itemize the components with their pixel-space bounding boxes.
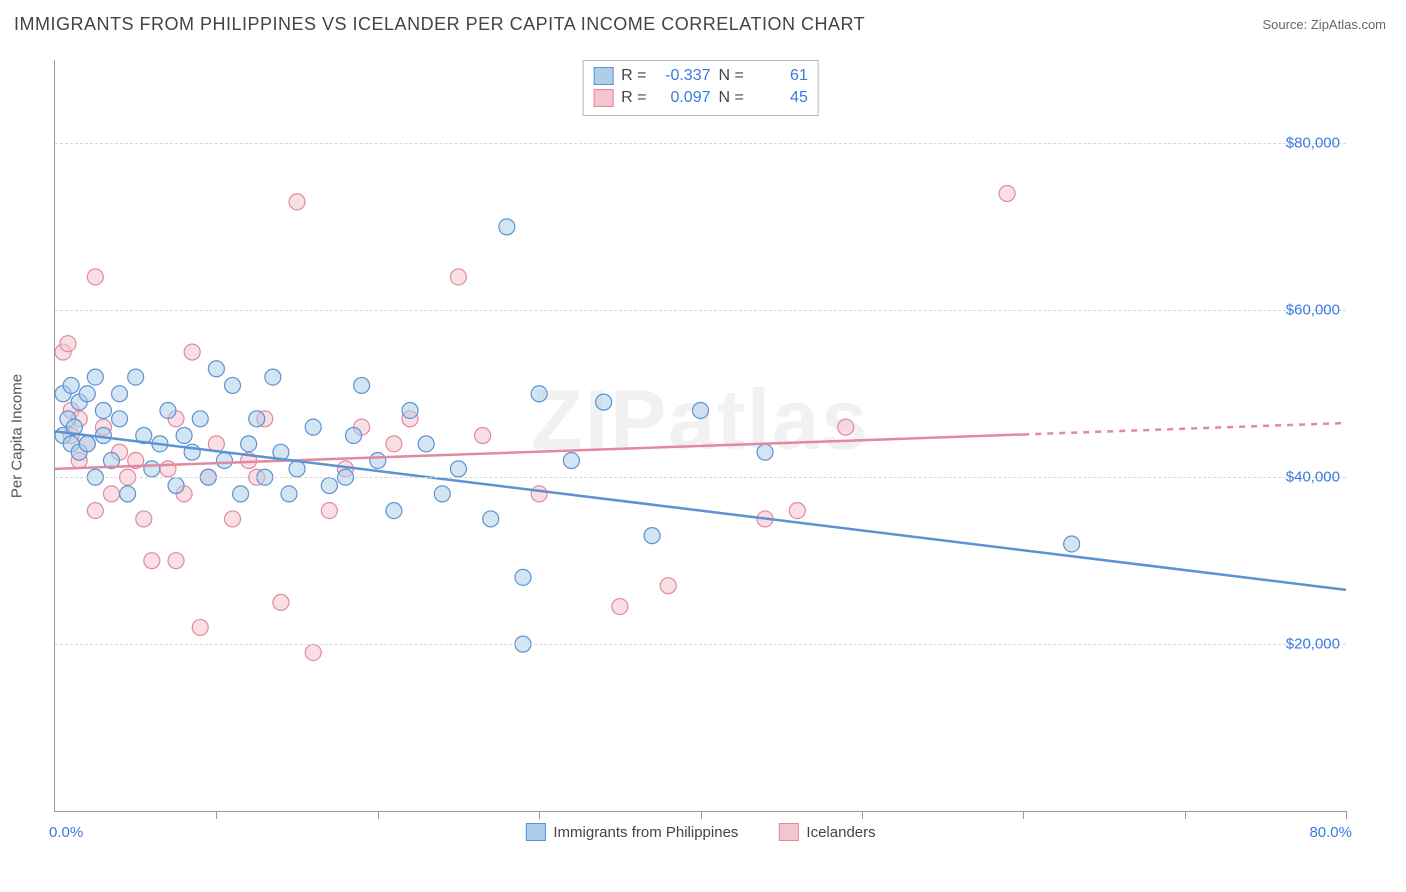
swatch-series-a xyxy=(593,67,613,85)
r-label: R = xyxy=(621,65,646,87)
y-axis-title: Per Capita Income xyxy=(9,373,26,497)
x-axis-max-label: 80.0% xyxy=(1309,824,1352,841)
n-value-a: 61 xyxy=(752,65,808,87)
swatch-series-b xyxy=(593,89,613,107)
y-tick-label: $80,000 xyxy=(1286,135,1340,152)
x-axis-min-label: 0.0% xyxy=(49,824,83,841)
legend-item-a: Immigrants from Philippines xyxy=(525,823,738,841)
legend-label-a: Immigrants from Philippines xyxy=(553,824,738,841)
stat-row-a: R = -0.337 N = 61 xyxy=(593,65,808,87)
swatch-series-b xyxy=(778,823,798,841)
source-attribution: Source: ZipAtlas.com xyxy=(1262,17,1386,32)
chart-title: IMMIGRANTS FROM PHILIPPINES VS ICELANDER… xyxy=(14,14,865,35)
y-tick-label: $40,000 xyxy=(1286,469,1340,486)
legend-item-b: Icelanders xyxy=(778,823,875,841)
stat-legend: R = -0.337 N = 61 R = 0.097 N = 45 xyxy=(582,60,819,116)
scatter-plot-svg xyxy=(55,60,1346,811)
n-value-b: 45 xyxy=(752,87,808,109)
y-tick-label: $60,000 xyxy=(1286,302,1340,319)
swatch-series-a xyxy=(525,823,545,841)
legend-label-b: Icelanders xyxy=(806,824,875,841)
bottom-legend: Immigrants from Philippines Icelanders xyxy=(525,823,875,841)
r-value-b: 0.097 xyxy=(655,87,711,109)
stat-row-b: R = 0.097 N = 45 xyxy=(593,87,808,109)
title-bar: IMMIGRANTS FROM PHILIPPINES VS ICELANDER… xyxy=(0,0,1406,45)
r-label: R = xyxy=(621,87,646,109)
n-label: N = xyxy=(719,65,744,87)
n-label: N = xyxy=(719,87,744,109)
plot-area: Per Capita Income ZIPatlas R = -0.337 N … xyxy=(54,60,1346,812)
r-value-a: -0.337 xyxy=(655,65,711,87)
y-tick-label: $20,000 xyxy=(1286,636,1340,653)
